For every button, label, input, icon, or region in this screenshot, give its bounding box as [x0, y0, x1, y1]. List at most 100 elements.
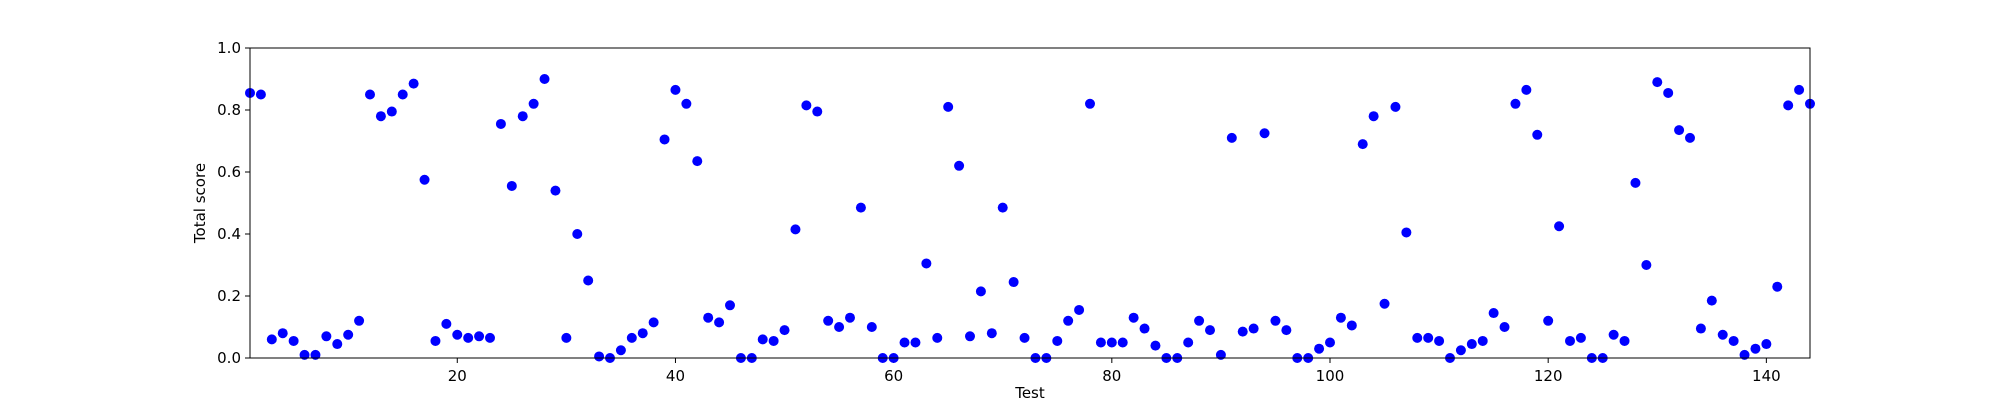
data-point	[397, 89, 408, 100]
data-point	[975, 286, 986, 297]
x-axis-label: Test	[1014, 384, 1045, 400]
data-point	[1226, 132, 1237, 143]
data-point	[834, 322, 845, 332]
data-point	[932, 332, 943, 343]
data-point	[1554, 221, 1565, 232]
data-point	[659, 134, 670, 145]
data-point	[899, 337, 910, 348]
data-point	[986, 328, 997, 339]
data-point	[1346, 320, 1357, 331]
data-point	[485, 332, 495, 343]
data-point	[1128, 312, 1139, 323]
data-point	[1248, 323, 1259, 334]
data-point	[1488, 308, 1499, 319]
data-point	[823, 315, 834, 326]
data-point	[375, 111, 386, 122]
data-point	[1728, 335, 1739, 346]
data-point	[266, 334, 277, 345]
data-point	[648, 317, 659, 328]
x-tick-label: 80	[1102, 367, 1121, 385]
data-point	[626, 332, 637, 343]
data-point	[310, 349, 321, 360]
data-point	[474, 331, 485, 342]
data-point	[550, 185, 561, 196]
data-point	[615, 345, 626, 356]
x-tick-label: 120	[1534, 367, 1563, 385]
data-point	[528, 98, 539, 109]
y-tick-label: 0.8	[217, 101, 241, 119]
data-point	[1717, 329, 1728, 340]
data-point	[1477, 335, 1488, 346]
data-point	[1608, 329, 1619, 340]
data-point	[1008, 277, 1019, 288]
data-point	[419, 174, 430, 185]
data-point	[910, 337, 921, 348]
data-point	[965, 331, 975, 342]
data-point	[1325, 337, 1335, 348]
data-point	[1194, 315, 1205, 326]
data-point	[692, 156, 703, 167]
data-point	[299, 349, 310, 360]
data-point	[1543, 315, 1554, 326]
data-point	[1106, 337, 1117, 348]
data-point	[452, 329, 463, 340]
data-point	[801, 100, 812, 111]
data-point	[757, 334, 768, 345]
data-point	[1695, 323, 1706, 334]
data-point	[1063, 315, 1074, 326]
data-point	[463, 332, 474, 343]
data-point	[1183, 337, 1194, 348]
data-point	[779, 325, 790, 336]
data-point	[866, 322, 877, 332]
data-point	[408, 78, 419, 89]
x-tick-label: 20	[448, 367, 467, 385]
data-point	[681, 98, 692, 109]
data-point	[1575, 332, 1586, 343]
data-point	[725, 300, 735, 311]
data-point	[583, 275, 594, 286]
data-point	[321, 331, 332, 342]
data-point	[255, 89, 266, 100]
data-point	[703, 312, 714, 323]
data-point	[1052, 335, 1063, 346]
data-point	[1117, 337, 1128, 348]
data-point	[1434, 335, 1445, 346]
data-point	[594, 351, 605, 362]
data-point	[1335, 312, 1346, 323]
x-tick-label: 40	[666, 367, 685, 385]
data-point	[1499, 322, 1510, 332]
data-point	[1619, 335, 1630, 346]
x-tick-label: 140	[1752, 367, 1781, 385]
data-point	[441, 318, 452, 329]
data-point	[430, 335, 441, 346]
data-point	[1750, 343, 1761, 354]
data-point	[1357, 139, 1368, 150]
data-point	[1314, 343, 1325, 354]
data-point	[1521, 84, 1532, 95]
y-tick-label: 0.0	[217, 349, 241, 367]
x-tick-label: 100	[1316, 367, 1345, 385]
data-point	[1652, 77, 1663, 88]
data-point	[1706, 295, 1717, 306]
data-point	[790, 224, 801, 235]
data-point	[921, 258, 932, 269]
axis-ticks: 20 40 60 80 100 120 140 0.0 0.2 0.4 0.6 0.8 1.0	[217, 39, 1781, 385]
data-point	[1641, 260, 1652, 270]
data-point	[1739, 349, 1750, 360]
data-point	[954, 160, 965, 171]
data-point	[1783, 100, 1794, 111]
data-point	[1281, 325, 1292, 336]
data-point	[343, 329, 354, 340]
y-tick-label: 0.4	[217, 225, 241, 243]
data-point	[1270, 315, 1281, 326]
data-point	[495, 118, 506, 129]
data-point	[561, 332, 572, 343]
data-point	[1510, 98, 1521, 109]
data-point	[1674, 125, 1685, 136]
data-point	[1085, 98, 1095, 109]
data-point	[1630, 177, 1641, 188]
data-point	[997, 202, 1008, 213]
x-tick-label: 60	[884, 367, 903, 385]
data-point	[332, 339, 343, 350]
